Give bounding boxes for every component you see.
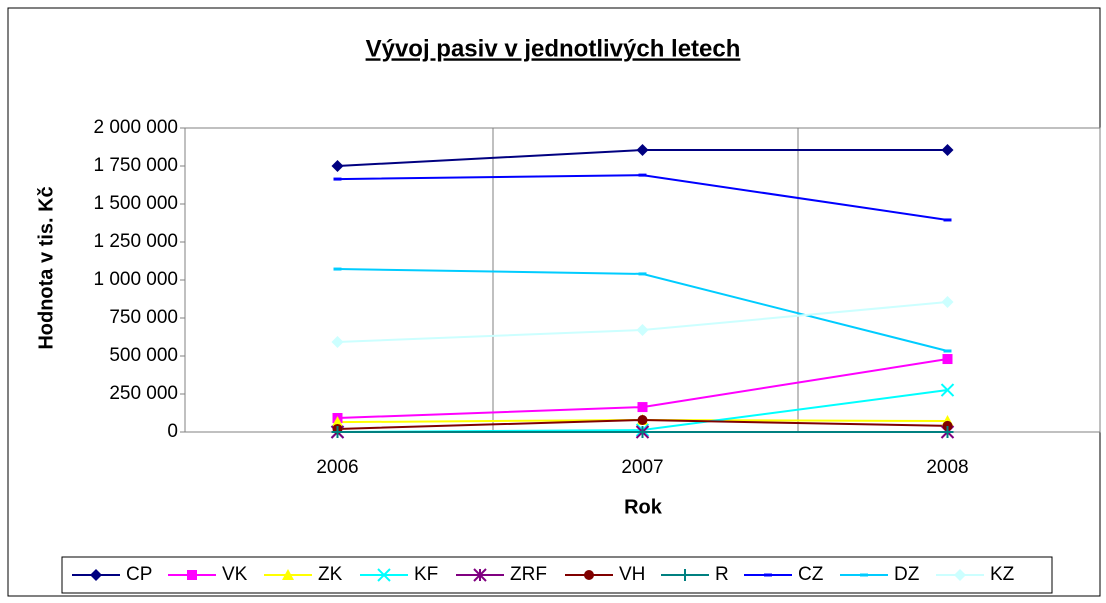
marker (331, 416, 344, 428)
legend-label: CZ (798, 564, 824, 585)
y-tick-label: 500 000 (109, 345, 178, 366)
legend-label: CP (126, 564, 152, 585)
legend-label: VK (222, 564, 248, 585)
marker (940, 383, 955, 397)
marker (637, 414, 648, 425)
marker (942, 420, 953, 431)
marker (377, 568, 391, 582)
marker (636, 426, 649, 438)
y-tick-label: 250 000 (109, 383, 178, 404)
y-tick-label: 1 000 000 (93, 269, 178, 290)
marker (679, 569, 691, 581)
legend-label: VH (619, 564, 645, 585)
marker (636, 324, 649, 337)
chart-title: Vývoj pasiv v jednotlivých letech (366, 35, 741, 62)
y-tick-label: 750 000 (109, 307, 178, 328)
marker (638, 173, 647, 177)
marker (941, 144, 954, 157)
marker (764, 573, 772, 577)
marker (331, 426, 344, 438)
legend-label: ZRF (510, 564, 547, 585)
y-tick-label: 0 (167, 421, 178, 442)
marker (943, 349, 952, 353)
x-tick-label: 2007 (621, 457, 663, 478)
marker (282, 569, 294, 580)
x-axis-label: Rok (624, 496, 663, 518)
y-tick-label: 1 750 000 (93, 155, 178, 176)
legend-label: KF (414, 564, 438, 585)
legend-label: R (715, 564, 729, 585)
marker (331, 336, 344, 349)
y-tick-label: 1 500 000 (93, 193, 178, 214)
marker (187, 570, 197, 580)
marker (860, 573, 868, 577)
x-tick-label: 2006 (316, 457, 358, 478)
marker (636, 144, 649, 157)
marker (90, 569, 102, 581)
marker (473, 568, 487, 582)
marker (954, 569, 966, 581)
legend-label: KZ (990, 564, 1015, 585)
legend-label: ZK (318, 564, 343, 585)
y-tick-label: 1 250 000 (93, 231, 178, 252)
marker (333, 177, 342, 181)
marker (941, 296, 954, 309)
y-tick-label: 2 000 000 (93, 117, 178, 138)
marker (637, 402, 648, 413)
marker (943, 218, 952, 222)
marker (333, 267, 342, 271)
marker (584, 570, 594, 580)
y-axis-label: Hodnota v tis. Kč (35, 186, 57, 349)
x-tick-label: 2008 (926, 457, 968, 478)
marker (942, 354, 953, 365)
marker (941, 426, 954, 438)
marker (638, 272, 647, 276)
marker (331, 160, 344, 172)
legend-label: DZ (894, 564, 920, 585)
plot-area (184, 127, 1101, 433)
